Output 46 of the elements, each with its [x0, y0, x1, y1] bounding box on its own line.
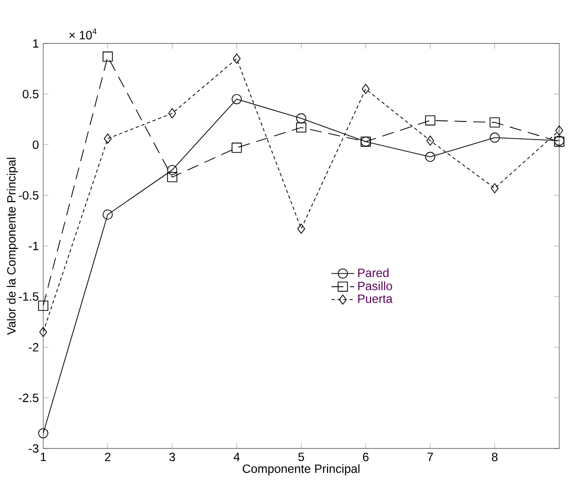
y-tick-label: -3: [28, 444, 38, 453]
point: [296, 113, 306, 124]
y-tick-label: -2: [28, 343, 38, 352]
legend-label: Pasillo: [358, 281, 392, 290]
x-tick-label: 4: [234, 452, 240, 461]
y-tick-label: 1: [33, 39, 38, 48]
point: [102, 209, 113, 220]
y-tick-label: 0.5: [22, 90, 38, 98]
y-tick-label: 0: [32, 140, 38, 149]
x-tick-label: 3: [169, 452, 176, 462]
legend-label: Puerta: [358, 294, 393, 303]
point: [425, 152, 436, 162]
point: [232, 54, 241, 64]
point: [362, 84, 370, 94]
point: [232, 142, 242, 153]
y-tick-label: -1: [28, 242, 38, 250]
text: × 10$^{4}$: [69, 28, 97, 40]
point: [490, 183, 499, 194]
y-tick-label: -1.5: [18, 292, 38, 301]
point: [167, 172, 178, 182]
x-tick-label: 5: [298, 452, 304, 462]
point: [490, 117, 500, 128]
point: [38, 428, 48, 438]
point: [426, 136, 434, 146]
point: [102, 52, 113, 62]
y-axis-title: Valor de la Componente Principal: [6, 158, 18, 335]
y-tick-label: -2.5: [18, 394, 38, 402]
legend-label: Pared: [358, 268, 388, 278]
y-tick-label: -0.5: [18, 191, 38, 200]
x-axis-title: Componente Principal: [242, 464, 360, 476]
x-tick-label: 6: [362, 452, 369, 462]
point: [39, 326, 48, 338]
point: [167, 164, 178, 176]
point: [104, 134, 112, 144]
point: [296, 122, 306, 133]
point: [297, 224, 306, 234]
point: [38, 300, 48, 311]
x-tick-label: 1: [40, 452, 46, 461]
x-tick-label: 7: [427, 452, 433, 461]
point: [168, 108, 176, 118]
point: [425, 115, 436, 126]
point: [232, 94, 242, 104]
point: [490, 132, 500, 143]
x-tick-label: 8: [492, 452, 498, 462]
point: [555, 125, 564, 136]
x-tick-label: 2: [104, 452, 110, 462]
